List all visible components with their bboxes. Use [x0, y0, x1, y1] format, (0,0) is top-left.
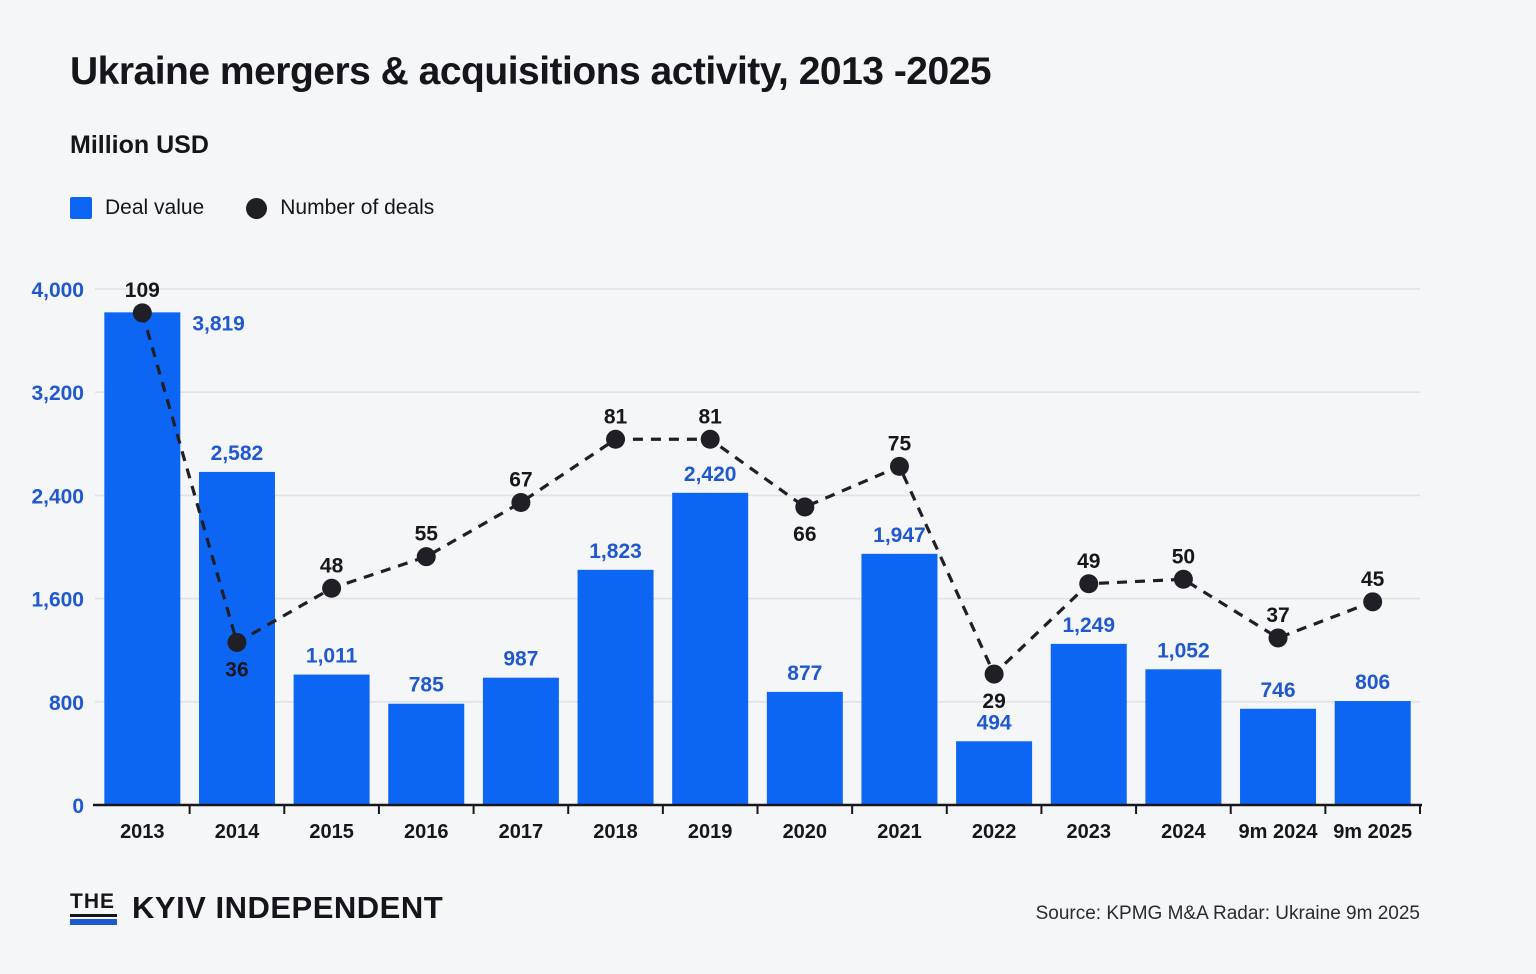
deal-value-bar-2015 — [293, 674, 370, 805]
deal-value-bar-2018 — [577, 569, 654, 805]
deals-point-2022 — [984, 664, 1004, 684]
y-axis-tick-label: 1,600 — [31, 589, 84, 612]
logo-the-block: THE — [70, 891, 117, 925]
legend-item-number-of-deals: Number of deals — [246, 196, 434, 220]
deal-value-bar-9m 2024 — [1240, 708, 1317, 805]
deal-value-bar-2016 — [388, 703, 465, 805]
bar-value-label: 806 — [1355, 671, 1390, 694]
deal-value-bar-2017 — [482, 677, 559, 805]
deals-count-label: 66 — [793, 523, 816, 546]
number-of-deals-swatch-icon — [246, 197, 268, 219]
x-axis-tick-label: 2017 — [499, 821, 544, 843]
x-axis-tick-label: 2014 — [215, 821, 260, 843]
deal-value-bar-2020 — [766, 691, 843, 805]
deals-count-label: 50 — [1172, 545, 1195, 568]
deals-point-2024 — [1173, 569, 1193, 589]
bar-value-label: 1,823 — [589, 540, 642, 563]
deal-value-bar-9m 2025 — [1334, 701, 1411, 805]
deals-count-label: 75 — [888, 432, 912, 455]
bar-value-label: 1,947 — [873, 524, 926, 547]
x-axis-tick-label: 9m 2025 — [1333, 821, 1412, 843]
logo-black-rule — [70, 914, 117, 917]
x-axis-tick-label: 2015 — [309, 821, 354, 843]
chart-legend: Deal value Number of deals — [70, 196, 434, 220]
bar-value-label: 494 — [977, 711, 1012, 734]
deals-point-2014 — [227, 632, 247, 652]
deals-count-label: 67 — [509, 468, 532, 491]
deal-value-bar-2013 — [104, 312, 181, 805]
deals-point-2018 — [606, 429, 626, 449]
kyiv-independent-logo: THE KYIV INDEPENDENT — [70, 891, 443, 925]
deals-point-9m 2025 — [1363, 592, 1383, 612]
legend-item-deal-value: Deal value — [70, 196, 204, 220]
deals-count-label: 48 — [320, 554, 344, 577]
x-axis-tick-label: 2018 — [593, 821, 638, 843]
deals-point-2015 — [322, 578, 342, 598]
source-credit: Source: KPMG M&A Radar: Ukraine 9m 2025 — [1035, 903, 1420, 924]
x-axis-tick-label: 2021 — [877, 821, 922, 843]
deals-point-2023 — [1079, 574, 1099, 594]
bar-value-label: 746 — [1261, 679, 1296, 702]
deals-count-label: 81 — [698, 405, 722, 428]
x-axis-tick-label: 2016 — [404, 821, 449, 843]
deals-count-label: 36 — [225, 658, 248, 681]
deal-value-bar-2022 — [956, 741, 1033, 805]
y-axis-tick-label: 3,200 — [31, 382, 84, 405]
x-axis-tick-label: 2024 — [1161, 821, 1206, 843]
logo-the-text: THE — [70, 890, 115, 913]
ma-activity-chart: 0 800 1,600 2,400 3,200 4,000 3,819 2,582 1,011 7… — [31, 279, 1422, 843]
y-axis-tick-label: 0 — [72, 795, 84, 818]
x-axis-tick-label: 2023 — [1067, 821, 1112, 843]
deal-value-swatch-icon — [70, 197, 92, 219]
x-axis-tick-label: 2022 — [972, 821, 1017, 843]
page-title: Ukraine mergers & acquisitions activity,… — [70, 50, 992, 93]
deals-point-2013 — [132, 303, 152, 323]
x-axis-tick-label: 2020 — [783, 821, 828, 843]
x-axis-tick-label: 9m 2024 — [1239, 821, 1319, 843]
bar-value-label: 1,011 — [306, 645, 358, 668]
bar-value-label: 1,249 — [1062, 614, 1115, 637]
deals-point-2021 — [889, 456, 909, 476]
deals-count-label: 45 — [1361, 568, 1385, 591]
deal-value-bar-2024 — [1145, 669, 1222, 805]
deals-count-label: 37 — [1266, 604, 1289, 627]
axis-unit-label: Million USD — [70, 131, 209, 159]
number-of-deals-line — [140, 312, 1374, 677]
deals-count-label: 109 — [125, 279, 160, 302]
deal-value-bar-2023 — [1050, 643, 1127, 805]
bar-value-label: 877 — [787, 662, 822, 685]
deals-point-2016 — [416, 547, 436, 567]
bar-value-label: 2,582 — [211, 442, 264, 465]
deals-count-label: 81 — [604, 405, 628, 428]
deals-point-2019 — [700, 429, 720, 449]
bar-value-label: 1,052 — [1157, 639, 1210, 662]
bar-value-label: 2,420 — [684, 463, 737, 486]
legend-label: Deal value — [105, 196, 205, 219]
y-axis-tick-label: 4,000 — [31, 279, 84, 302]
bar-value-label: 987 — [503, 648, 538, 671]
deal-value-bar-2021 — [861, 553, 938, 805]
deals-point-9m 2024 — [1268, 628, 1288, 648]
y-axis-tick-label: 2,400 — [31, 485, 84, 508]
deal-value-bar-2019 — [672, 492, 749, 805]
logo-blue-rule — [70, 919, 117, 925]
deals-point-2020 — [795, 497, 815, 517]
x-axis-tick-label: 2019 — [688, 821, 733, 843]
deals-count-label: 49 — [1077, 550, 1100, 573]
deals-point-2017 — [511, 492, 531, 512]
y-axis-tick-label: 800 — [49, 692, 84, 715]
x-axis-tick-label: 2013 — [120, 821, 165, 843]
legend-label: Number of deals — [280, 196, 435, 219]
logo-name-text: KYIV INDEPENDENT — [132, 890, 444, 925]
bar-value-label: 3,819 — [192, 312, 245, 335]
deals-count-label: 55 — [415, 523, 439, 546]
deals-count-label: 29 — [982, 690, 1005, 713]
bar-value-label: 785 — [409, 674, 444, 697]
